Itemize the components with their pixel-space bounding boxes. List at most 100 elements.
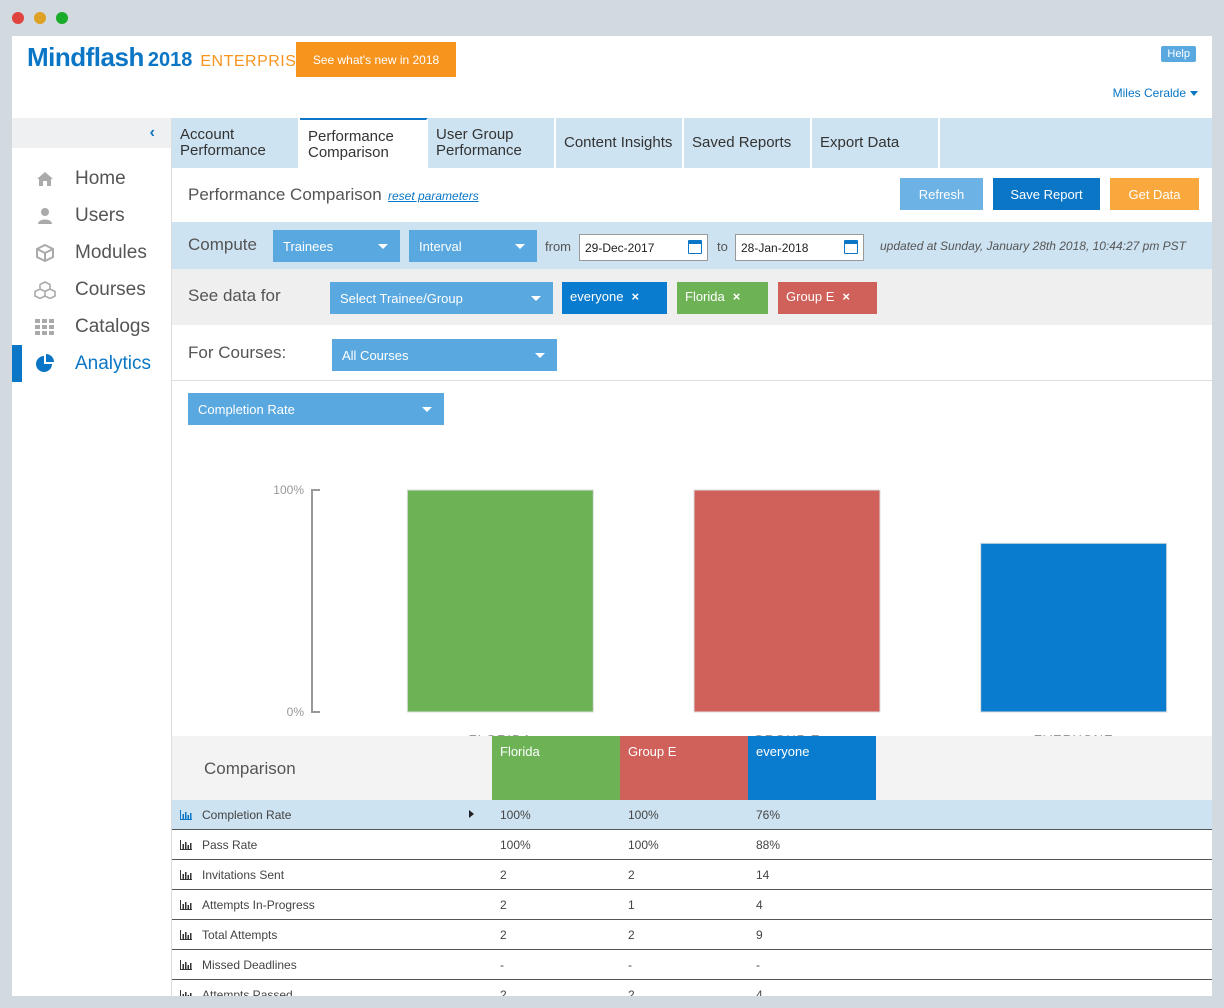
courses-dropdown[interactable]: All Courses bbox=[332, 339, 557, 371]
dropdown-value: Trainees bbox=[283, 238, 334, 254]
tab-label: Performance Comparison bbox=[308, 128, 394, 161]
chip-label: everyone bbox=[570, 289, 624, 304]
refresh-button[interactable]: Refresh bbox=[900, 178, 983, 210]
x-tick-label: GROUP E bbox=[754, 732, 821, 736]
row-label: Missed Deadlines bbox=[202, 958, 297, 972]
tab-performance-comparison[interactable]: Performance Comparison bbox=[300, 118, 428, 168]
filter-chip-group-e[interactable]: Group E × bbox=[778, 282, 877, 314]
help-button[interactable]: Help bbox=[1161, 46, 1196, 62]
table-row[interactable]: Attempts Passed 2 2 4 bbox=[172, 980, 1212, 996]
calendar-icon[interactable] bbox=[844, 240, 858, 254]
get-data-button[interactable]: Get Data bbox=[1110, 178, 1199, 210]
bar-florida[interactable] bbox=[406, 489, 594, 713]
bar-chart-icon bbox=[180, 960, 192, 970]
tab-export-data[interactable]: Export Data bbox=[812, 118, 940, 168]
filter-chip-florida[interactable]: Florida × bbox=[677, 282, 768, 314]
table-row[interactable]: Attempts In-Progress 2 1 4 bbox=[172, 890, 1212, 920]
user-menu[interactable]: Miles Ceralde bbox=[1113, 86, 1198, 100]
chevron-left-icon[interactable]: ‹ bbox=[149, 124, 155, 141]
table-row[interactable]: Total Attempts 2 2 9 bbox=[172, 920, 1212, 950]
filter-chip-everyone[interactable]: everyone × bbox=[562, 282, 667, 314]
bar-chart-icon bbox=[180, 840, 192, 850]
to-date-input[interactable]: 28-Jan-2018 bbox=[735, 234, 864, 261]
bar-chart-icon bbox=[180, 870, 192, 880]
save-report-button[interactable]: Save Report bbox=[993, 178, 1100, 210]
top-header: Mindflash 2018 ENTERPRISE See what's new… bbox=[12, 36, 1212, 118]
row-value: 100% bbox=[500, 808, 531, 822]
page-title: Performance Comparison bbox=[188, 185, 382, 204]
caret-down-icon bbox=[1190, 91, 1198, 97]
caret-down-icon bbox=[378, 244, 388, 249]
compute-label: Compute bbox=[188, 235, 257, 254]
close-window-button[interactable] bbox=[12, 12, 24, 24]
analytics-tabs: Account Performance Performance Comparis… bbox=[172, 118, 1212, 168]
sidebar-item-modules[interactable]: Modules bbox=[12, 234, 171, 271]
row-value: 2 bbox=[500, 928, 507, 942]
column-label: Group E bbox=[628, 744, 677, 759]
x-tick-label: EVERYONE bbox=[1034, 732, 1114, 736]
row-value: 2 bbox=[500, 868, 507, 882]
minimize-window-button[interactable] bbox=[34, 12, 46, 24]
sidebar-item-catalogs[interactable]: Catalogs bbox=[12, 308, 171, 345]
tab-saved-reports[interactable]: Saved Reports bbox=[684, 118, 812, 168]
caret-right-icon[interactable] bbox=[469, 810, 474, 818]
close-icon[interactable]: × bbox=[842, 289, 851, 304]
app-content: Mindflash 2018 ENTERPRISE See what's new… bbox=[12, 36, 1212, 996]
row-value: 88% bbox=[756, 838, 781, 852]
bar-chart-icon bbox=[180, 810, 192, 820]
tab-account-performance[interactable]: Account Performance bbox=[172, 118, 300, 168]
whats-new-button[interactable]: See what's new in 2018 bbox=[296, 42, 456, 77]
sidebar-item-courses[interactable]: Courses bbox=[12, 271, 171, 308]
calendar-icon[interactable] bbox=[688, 240, 702, 254]
bar-everyone[interactable] bbox=[980, 542, 1168, 713]
close-icon[interactable]: × bbox=[631, 289, 640, 304]
table-row[interactable]: Pass Rate 100% 100% 88% bbox=[172, 830, 1212, 860]
sidebar-item-label: Analytics bbox=[75, 352, 152, 374]
see-data-row: See data for Select Trainee/Group everyo… bbox=[172, 269, 1212, 325]
comparison-table: Completion Rate 100% 100% 76% Pass Rate 100% 1… bbox=[172, 800, 1212, 996]
trainees-dropdown[interactable]: Trainees bbox=[273, 230, 400, 262]
to-label: to bbox=[717, 239, 728, 254]
row-value: 100% bbox=[628, 838, 659, 852]
comparison-title: Comparison bbox=[204, 759, 296, 778]
from-date-value: 29-Dec-2017 bbox=[585, 240, 655, 255]
mindflash-logo[interactable]: Mindflash 2018 ENTERPRISE bbox=[27, 42, 308, 73]
tab-user-group-performance[interactable]: User Group Performance bbox=[428, 118, 556, 168]
sidebar-item-analytics[interactable]: Analytics bbox=[12, 345, 171, 382]
x-tick-label: FLORIDA bbox=[469, 732, 532, 736]
close-icon[interactable]: × bbox=[732, 289, 741, 304]
sidebar-item-users[interactable]: Users bbox=[12, 197, 171, 234]
tab-label: Saved Reports bbox=[692, 134, 792, 151]
interval-dropdown[interactable]: Interval bbox=[409, 230, 537, 262]
compute-row: Compute Trainees Interval from 29-Dec-20… bbox=[172, 222, 1212, 269]
table-row[interactable]: Invitations Sent 2 2 14 bbox=[172, 860, 1212, 890]
sidebar-item-home[interactable]: Home bbox=[12, 160, 171, 197]
sidebar-item-label: Catalogs bbox=[75, 315, 150, 337]
tab-content-insights[interactable]: Content Insights bbox=[556, 118, 684, 168]
updated-timestamp: updated at Sunday, January 28th 2018, 10… bbox=[880, 239, 1186, 253]
sidebar-collapse-bar: ‹ bbox=[12, 118, 171, 148]
maximize-window-button[interactable] bbox=[56, 12, 68, 24]
pie-chart-icon bbox=[34, 353, 56, 374]
row-value: - bbox=[628, 958, 632, 972]
caret-down-icon bbox=[515, 244, 525, 249]
chip-label: Florida bbox=[685, 289, 725, 304]
row-label: Attempts In-Progress bbox=[202, 898, 315, 912]
dropdown-value: All Courses bbox=[342, 347, 409, 363]
user-name: Miles Ceralde bbox=[1112, 86, 1186, 100]
table-row[interactable]: Completion Rate 100% 100% 76% bbox=[172, 800, 1212, 830]
y-axis-line bbox=[311, 489, 320, 713]
bar-group-e[interactable] bbox=[693, 489, 881, 713]
metric-dropdown[interactable]: Completion Rate bbox=[188, 393, 444, 425]
row-value: 1 bbox=[628, 898, 635, 912]
tab-label: User Group Performance bbox=[436, 126, 522, 159]
courses-label: For Courses: bbox=[188, 343, 287, 362]
select-trainee-group-dropdown[interactable]: Select Trainee/Group bbox=[330, 282, 553, 314]
sidebar-item-label: Modules bbox=[75, 241, 147, 263]
caret-down-icon bbox=[531, 296, 541, 301]
table-row[interactable]: Missed Deadlines - - - bbox=[172, 950, 1212, 980]
bar-chart-icon bbox=[180, 990, 192, 996]
reset-parameters-link[interactable]: reset parameters bbox=[388, 189, 479, 203]
from-date-input[interactable]: 29-Dec-2017 bbox=[579, 234, 708, 261]
